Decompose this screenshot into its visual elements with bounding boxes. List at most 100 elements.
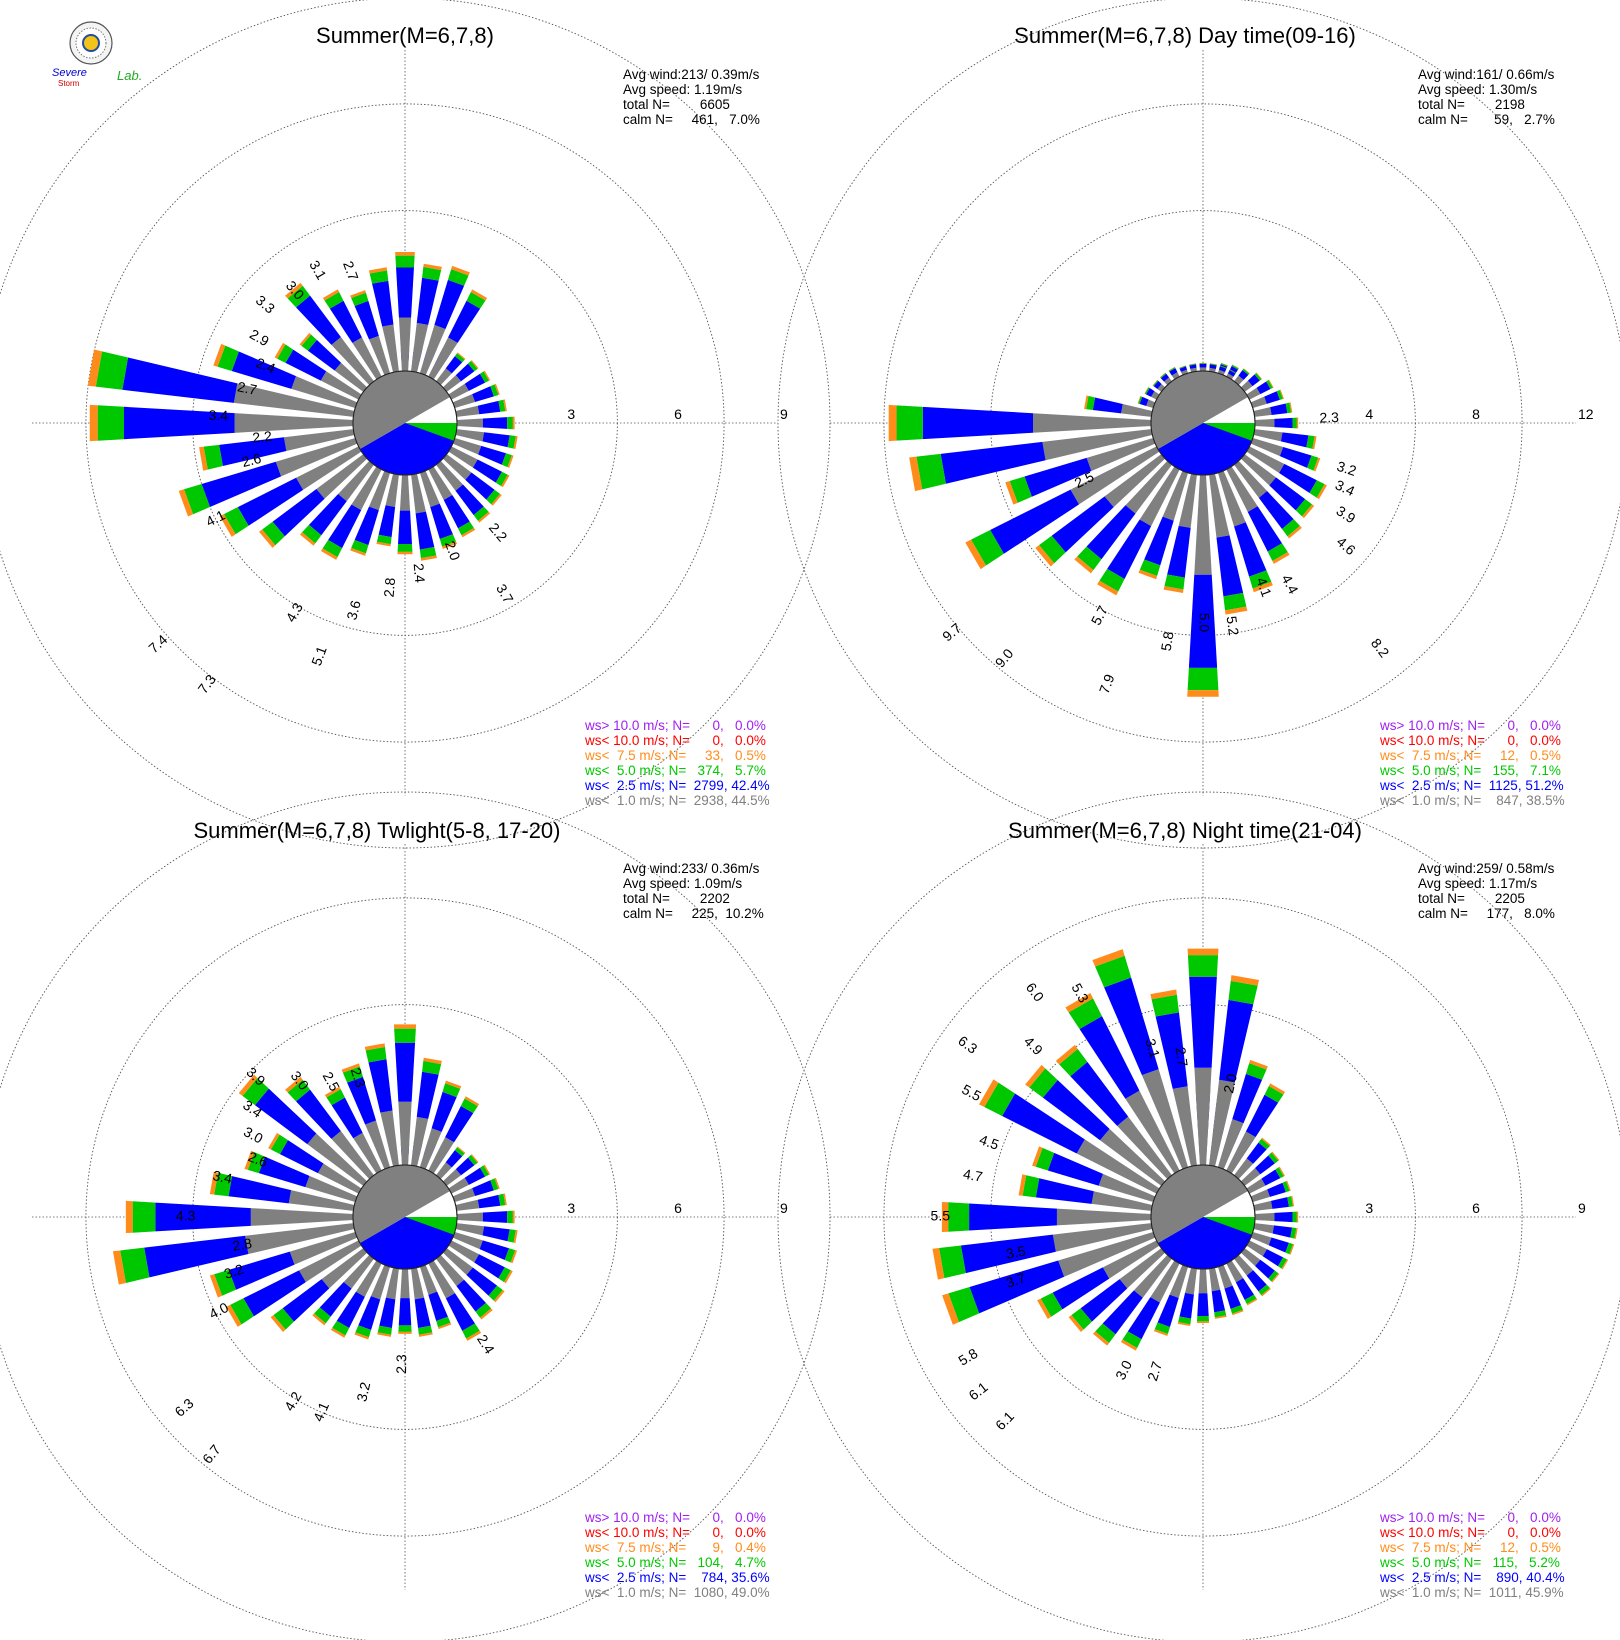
bar-segment-lt2-5 bbox=[465, 472, 495, 500]
bar-segment-lt1 bbox=[355, 1260, 382, 1297]
bar-segment-lt1 bbox=[316, 454, 368, 499]
bar-segment-lt5 bbox=[1277, 1257, 1288, 1269]
bar-value-label: 4.4 bbox=[1279, 572, 1302, 597]
bar-segment-lt5 bbox=[507, 1229, 516, 1243]
bar-segment-lt5 bbox=[203, 444, 223, 470]
bar-segment-lt2-5 bbox=[1262, 1249, 1284, 1267]
center-sector-lt2-5 bbox=[359, 1217, 457, 1269]
bar-segment-lt5 bbox=[1242, 368, 1250, 375]
bar-segment-lt1 bbox=[331, 1130, 374, 1180]
bar-value-label: 9.0 bbox=[992, 645, 1017, 670]
bar-segment-lt2-5 bbox=[479, 1240, 509, 1260]
bar-segment-lt2-5 bbox=[1280, 432, 1309, 448]
legend-item: ws< 1.0 m/s; N= 1011, 45.9% bbox=[1379, 1585, 1564, 1600]
windrose-panel-summer-night: Summer(M=6,7,8) Night time(21-04) Avg wi… bbox=[777, 791, 1620, 1640]
bar-segment-lt2-5 bbox=[477, 1194, 501, 1209]
center-sector-lt1 bbox=[1151, 1165, 1249, 1243]
bar-segment-lt1 bbox=[411, 473, 426, 514]
ring-label: 3 bbox=[1365, 1200, 1373, 1216]
bar-segment-lt5 bbox=[948, 1287, 980, 1323]
bar-segment-lt2-5 bbox=[455, 484, 484, 516]
bar-segment-lt1 bbox=[1246, 387, 1261, 400]
bar-segment-lt7-5 bbox=[1084, 395, 1089, 410]
bar-segment-lt7-5 bbox=[324, 1086, 341, 1098]
bar-segment-lt2-5 bbox=[922, 406, 1034, 440]
bar-segment-lt2-5 bbox=[940, 441, 1046, 484]
bar-segment-lt5 bbox=[1230, 1305, 1243, 1314]
center-sector-lt5 bbox=[1203, 423, 1255, 441]
bar-segment-lt7-5 bbox=[1252, 581, 1273, 593]
bar-segment-lt2-5 bbox=[398, 510, 412, 544]
bar-segment-lt5 bbox=[460, 1098, 478, 1114]
bar-segment-lt1 bbox=[1234, 1158, 1254, 1180]
bar-segment-lt7-5 bbox=[1150, 989, 1177, 1000]
bar-segment-lt1 bbox=[1240, 1167, 1261, 1186]
bar-segment-lt1 bbox=[1162, 470, 1189, 521]
bar-segment-lt7-5 bbox=[1230, 975, 1260, 986]
bar-segment-lt5 bbox=[439, 534, 457, 547]
bar-segment-lt2-5 bbox=[368, 1059, 393, 1113]
bar-segment-lt2-5 bbox=[1247, 506, 1283, 552]
bar-segment-lt5 bbox=[302, 524, 322, 544]
bar-segment-lt1 bbox=[1198, 1268, 1208, 1294]
bar-segment-lt5 bbox=[351, 292, 369, 306]
bar-segment-lt1 bbox=[298, 1240, 362, 1283]
bar-segment-lt5 bbox=[1244, 1294, 1257, 1305]
bar-segment-lt1 bbox=[1253, 407, 1272, 417]
bar-segment-lt1 bbox=[1209, 473, 1230, 538]
bar-segment-lt5 bbox=[1035, 1147, 1055, 1171]
bar-segment-lt7-5 bbox=[320, 548, 338, 560]
bar-segment-lt7-5 bbox=[1025, 1064, 1046, 1088]
bar-segment-lt2-5 bbox=[472, 459, 503, 483]
bar-value-label: 2.6 bbox=[240, 450, 263, 470]
bar-segment-lt1 bbox=[1163, 377, 1172, 386]
bar-segment-lt5 bbox=[418, 1325, 433, 1335]
bar-segment-lt5 bbox=[498, 1267, 511, 1283]
stat-total: total N= 2202 bbox=[623, 891, 730, 906]
bar-segment-lt5 bbox=[1223, 592, 1247, 611]
bar-segment-lt5 bbox=[1307, 455, 1319, 471]
ring-label: 9 bbox=[780, 406, 788, 422]
bar-segment-lt2-5 bbox=[1218, 366, 1227, 372]
bar-segment-lt1 bbox=[1250, 396, 1267, 409]
bar-segment-lt7-5 bbox=[354, 1332, 369, 1340]
bar-segment-lt5 bbox=[1282, 1181, 1290, 1193]
bar-value-label: 2.2 bbox=[252, 428, 273, 446]
bar-segment-lt7-5 bbox=[1187, 948, 1219, 956]
bar-segment-lt1 bbox=[442, 1169, 462, 1186]
bar-segment-lt1 bbox=[428, 337, 458, 380]
bar-segment-lt5 bbox=[1220, 363, 1228, 367]
bar-segment-lt7-5 bbox=[213, 343, 226, 367]
bar-segment-lt2-5 bbox=[155, 1202, 251, 1232]
bar-segment-lt2-5 bbox=[1234, 522, 1267, 577]
bar-value-label: 9.7 bbox=[939, 620, 964, 645]
bar-segment-lt2-5 bbox=[445, 1150, 463, 1168]
bar-segment-lt2-5 bbox=[124, 406, 235, 440]
bar-segment-lt7-5 bbox=[1312, 436, 1317, 450]
bar-segment-lt5 bbox=[1276, 389, 1284, 400]
bar-segment-lt5 bbox=[1266, 380, 1273, 390]
bar-segment-lt2-5 bbox=[1035, 1178, 1094, 1204]
bar-segment-lt7-5 bbox=[965, 539, 986, 570]
bar-segment-lt5 bbox=[376, 534, 392, 545]
bar-segment-lt2-5 bbox=[1155, 1012, 1188, 1089]
bar-segment-lt2-5 bbox=[445, 356, 463, 374]
bar-segment-lt2-5 bbox=[1197, 1293, 1209, 1316]
bar-segment-lt7-5 bbox=[480, 1308, 493, 1320]
bar-segment-lt1 bbox=[370, 1264, 391, 1300]
bar-value-label: 3.4 bbox=[1333, 476, 1358, 499]
bar-segment-lt5 bbox=[1267, 543, 1288, 562]
bar-segment-lt5 bbox=[495, 471, 508, 487]
bar-value-label: 2.4 bbox=[474, 1332, 498, 1357]
bar-value-label: 5.5 bbox=[959, 1081, 984, 1104]
bar-segment-lt2-5 bbox=[1139, 396, 1149, 406]
bar-segment-lt5 bbox=[369, 270, 389, 284]
bar-segment-lt5 bbox=[287, 285, 311, 308]
sector-bars bbox=[112, 1024, 518, 1341]
bar-segment-lt5 bbox=[948, 1202, 970, 1232]
bar-segment-lt2-5 bbox=[231, 351, 297, 389]
bar-value-label: 6.3 bbox=[955, 1032, 980, 1057]
bar-segment-lt2-5 bbox=[237, 477, 304, 526]
bar-segment-lt5 bbox=[1295, 499, 1313, 517]
